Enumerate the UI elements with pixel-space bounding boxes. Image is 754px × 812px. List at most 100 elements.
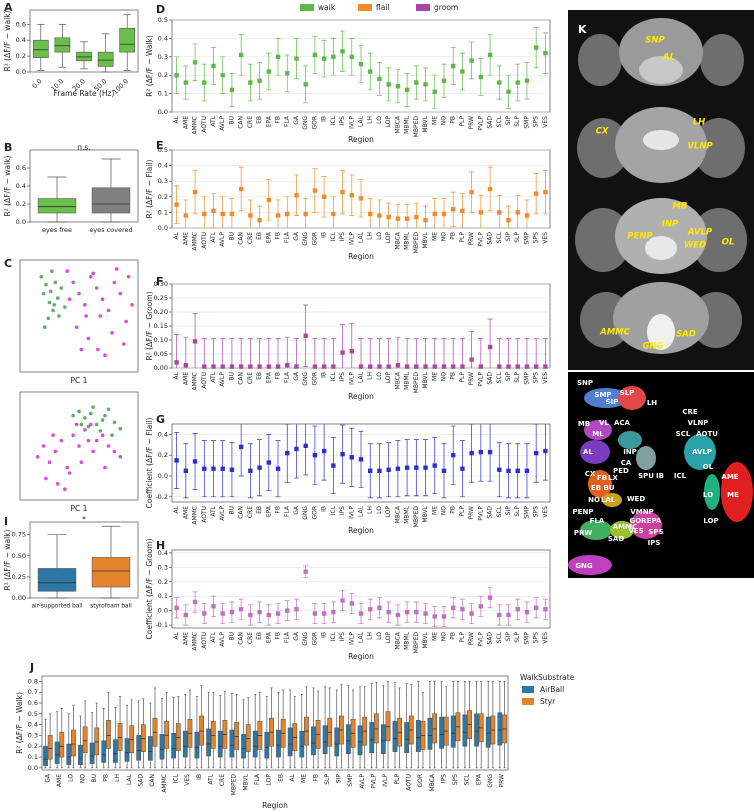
x-tick-label: SIP: [505, 116, 512, 126]
x-tick-label: air-supported ball: [31, 604, 82, 610]
point: [238, 52, 244, 58]
box: [450, 715, 456, 748]
x-tick-label: VES: [184, 774, 191, 786]
point: [469, 58, 474, 63]
x-tick-label: AME: [182, 506, 189, 519]
legend-swatch: [416, 4, 430, 11]
point: [404, 465, 410, 470]
point: [275, 611, 281, 616]
x-tick-label: GA: [293, 371, 300, 381]
box: [32, 39, 49, 58]
x-tick-label: SAD: [138, 774, 145, 787]
y-axis-label: R² (ΔF/F ~ Walk): [145, 35, 154, 97]
panel-letter: D: [156, 3, 165, 16]
point: [183, 468, 189, 473]
point: [506, 364, 511, 369]
x-tick-label: FLA: [254, 773, 261, 785]
x-tick-label: AVLP: [219, 372, 226, 387]
x-tick-label: FB: [312, 774, 319, 782]
point: [79, 422, 84, 427]
box: [66, 743, 72, 765]
x-tick-label: BU: [228, 506, 235, 515]
y-tick-label: 0.4: [158, 162, 168, 170]
point: [543, 448, 548, 454]
point: [248, 80, 253, 85]
y-tick-label: 0.15: [154, 322, 168, 330]
point: [112, 280, 117, 285]
plot-frame: [19, 259, 139, 373]
legend-swatch: [358, 4, 372, 11]
x-tick-label: AME: [182, 632, 189, 645]
point: [414, 465, 419, 470]
point: [441, 468, 447, 473]
point: [220, 211, 225, 217]
box: [311, 726, 316, 756]
x-tick-label: AMMC: [192, 506, 199, 525]
point: [404, 87, 410, 93]
point: [79, 347, 84, 352]
point: [340, 451, 345, 457]
y-tick-label: 0.0: [16, 218, 26, 226]
x-tick-label: SPS: [533, 506, 540, 517]
x-tick-label: AME: [182, 372, 189, 385]
render-region-label: SAD: [608, 535, 624, 543]
x-tick-label: LOP: [385, 506, 392, 518]
box: [334, 727, 340, 757]
x-tick-label: AME: [56, 774, 63, 787]
render-region-label: AMMC: [613, 523, 638, 531]
x-tick-label: ICL: [172, 773, 179, 783]
point: [349, 455, 354, 460]
point: [220, 466, 225, 471]
point: [386, 364, 391, 369]
x-tick-label: IB: [321, 632, 328, 638]
point: [257, 609, 262, 615]
x-tick-label: IPS: [339, 232, 346, 241]
box: [54, 37, 71, 53]
point: [478, 210, 484, 215]
point: [340, 350, 345, 355]
point: [478, 449, 484, 455]
point: [248, 468, 253, 473]
x-tick-label: PB: [450, 232, 457, 240]
point: [98, 429, 103, 433]
point: [192, 339, 198, 344]
point: [414, 364, 419, 369]
box: [462, 714, 468, 747]
x-tick-label: GNG: [302, 232, 309, 246]
x-tick-label: SMP: [347, 774, 354, 787]
box: [373, 713, 379, 744]
point: [55, 296, 60, 300]
point: [53, 449, 58, 454]
point: [91, 405, 95, 409]
plot-frame: [41, 675, 509, 771]
render-region-label: AVLP: [692, 448, 712, 456]
point: [65, 465, 69, 470]
point: [211, 63, 216, 69]
point: [59, 438, 64, 443]
x-tick-label: BU: [228, 372, 235, 381]
point: [423, 611, 428, 616]
x-tick-label: LO: [376, 232, 383, 240]
y-tick-label: 0.5: [158, 16, 168, 24]
x-tick-label: SLP: [514, 232, 521, 243]
point: [79, 460, 84, 465]
legend-label: groom: [434, 3, 458, 12]
y-tick-label: 0.1: [28, 753, 38, 761]
render-region-label: ML: [592, 430, 604, 438]
point: [229, 364, 235, 369]
y-tick-label: 0.50: [12, 552, 26, 560]
render-region-label: VMNP: [630, 508, 653, 516]
x-tick-label: PB: [103, 774, 110, 782]
box: [497, 712, 503, 746]
point: [94, 422, 99, 427]
point: [238, 444, 244, 450]
legend-swatch: [522, 686, 534, 693]
point: [192, 599, 198, 605]
point: [395, 363, 401, 368]
point: [303, 443, 308, 449]
point: [524, 78, 530, 83]
point: [349, 601, 354, 606]
point: [202, 364, 207, 369]
x-tick-label: PB: [450, 372, 457, 380]
x-tick-label: EPA: [265, 371, 272, 383]
